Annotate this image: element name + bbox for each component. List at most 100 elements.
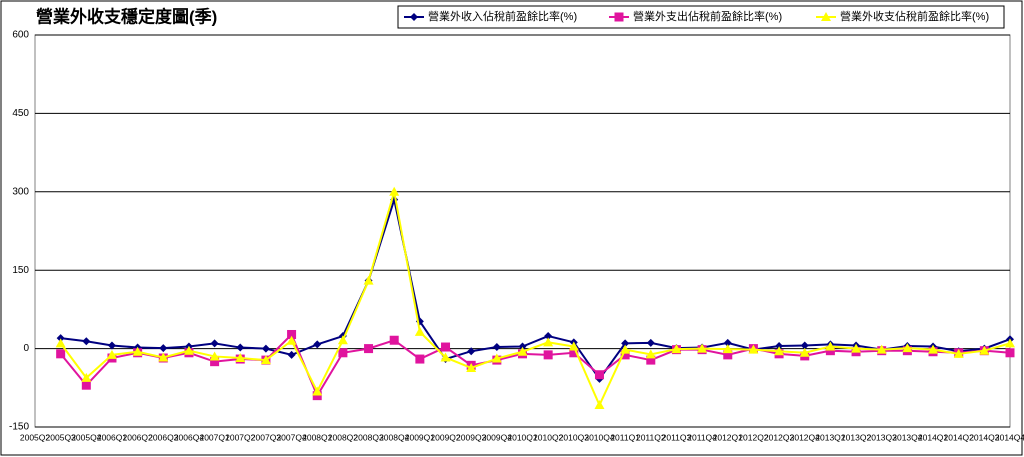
marker	[313, 340, 322, 349]
marker	[671, 344, 682, 354]
x-tick-label: 2013Q2	[841, 432, 872, 442]
plot-area	[34, 34, 1011, 428]
marker	[902, 343, 913, 353]
x-tick-label: 2007Q1	[199, 432, 230, 442]
marker	[646, 338, 655, 347]
marker	[210, 357, 220, 367]
x-tick-label: 2010Q2	[533, 432, 564, 442]
x-tick-label: 2006Q2	[123, 432, 154, 442]
legend-label: 營業外收支佔稅前盈餘比率(%)	[840, 9, 989, 23]
marker	[774, 346, 785, 356]
marker	[158, 352, 169, 362]
x-tick-label: 2005Q4	[71, 432, 102, 442]
legend-label: 營業外支出佔稅前盈餘比率(%)	[633, 9, 782, 23]
marker	[953, 348, 964, 358]
marker	[287, 329, 297, 339]
marker	[492, 343, 501, 352]
marker	[55, 338, 66, 348]
marker	[825, 341, 836, 351]
marker	[748, 344, 759, 354]
chart-title: 營業外收支穩定度圖(季)	[36, 6, 217, 26]
marker	[287, 350, 296, 359]
marker	[594, 370, 604, 380]
marker	[543, 337, 554, 347]
marker	[568, 341, 579, 351]
y-tick-label: 0	[23, 343, 29, 354]
marker	[723, 350, 733, 360]
marker	[312, 391, 322, 401]
marker	[1005, 348, 1015, 358]
y-tick-label: 600	[12, 30, 29, 41]
marker	[56, 349, 66, 359]
marker	[364, 344, 374, 354]
marker	[106, 349, 117, 359]
marker	[491, 353, 502, 363]
marker	[56, 334, 65, 343]
x-tick-label: 2013Q3	[867, 432, 898, 442]
x-tick-label: 2012Q2	[738, 432, 769, 442]
marker	[82, 337, 91, 346]
marker	[517, 346, 528, 356]
marker	[723, 338, 732, 347]
x-tick-label: 2008Q2	[328, 432, 359, 442]
x-tick-label: 2014Q1	[918, 432, 949, 442]
x-tick-label: 2010Q1	[507, 432, 538, 442]
marker	[614, 12, 624, 22]
x-tick-label: 2010Q3	[559, 432, 590, 442]
marker	[441, 342, 451, 352]
marker	[645, 349, 656, 359]
series-line	[60, 195, 1011, 381]
series-line	[59, 191, 1011, 408]
marker	[132, 346, 143, 356]
x-tick-label: 2006Q3	[148, 432, 179, 442]
marker	[851, 343, 862, 353]
marker	[800, 341, 809, 350]
y-tick-label: 300	[12, 186, 29, 197]
marker	[389, 335, 399, 345]
x-tick-label: 2013Q1	[815, 432, 846, 442]
x-tick-label: 2011Q3	[662, 432, 692, 442]
x-tick-label: 2007Q2	[225, 432, 256, 442]
x-tick-label: 2008Q3	[353, 432, 384, 442]
x-tick-label: 2011Q4	[687, 432, 717, 442]
x-tick-label: 2014Q3	[969, 432, 1000, 442]
marker	[821, 12, 831, 21]
x-tick-label: 2013Q4	[892, 432, 923, 442]
marker	[261, 344, 270, 353]
marker	[209, 351, 220, 361]
marker	[415, 354, 425, 364]
marker	[466, 362, 477, 372]
x-tick-label: 2014Q4	[995, 432, 1024, 442]
marker	[312, 386, 323, 396]
marker	[722, 344, 733, 354]
marker	[338, 348, 348, 358]
x-tick-label: 2011Q2	[636, 432, 666, 442]
marker	[775, 341, 784, 350]
x-tick-label: 2005Q3	[46, 432, 77, 442]
x-tick-label: 2012Q1	[713, 432, 744, 442]
x-tick-label: 2008Q4	[379, 432, 410, 442]
marker	[697, 343, 708, 353]
x-tick-label: 2012Q4	[790, 432, 821, 442]
x-tick-label: 2007Q3	[251, 432, 282, 442]
x-tick-label: 2010Q4	[584, 432, 615, 442]
x-tick-label: 2009Q3	[456, 432, 487, 442]
marker	[210, 339, 219, 348]
marker	[569, 348, 579, 358]
marker	[183, 345, 194, 355]
marker	[81, 372, 92, 382]
x-tick-label: 2009Q1	[405, 432, 436, 442]
marker	[646, 355, 656, 365]
marker	[260, 355, 271, 365]
marker	[414, 326, 425, 336]
x-tick-label: 2008Q1	[302, 432, 333, 442]
marker	[410, 13, 418, 21]
marker	[621, 339, 630, 348]
marker	[235, 353, 246, 363]
x-tick-label: 2009Q4	[482, 432, 513, 442]
x-tick-label: 2007Q4	[276, 432, 307, 442]
y-tick-label: -150	[9, 422, 29, 433]
marker	[876, 344, 887, 354]
marker	[544, 332, 553, 341]
